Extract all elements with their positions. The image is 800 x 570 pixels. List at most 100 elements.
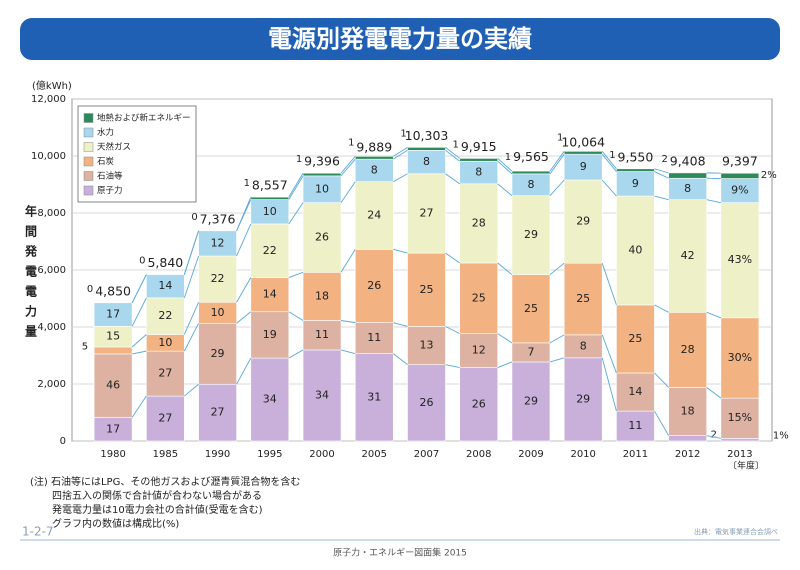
segment-label: 29 <box>576 215 590 228</box>
segment-label: 18 <box>315 289 329 302</box>
total-label: 9,408 <box>670 153 706 168</box>
segment-label: 2% <box>761 170 777 181</box>
legend-label: 水力 <box>97 127 114 138</box>
segment-label: 8 <box>527 178 534 191</box>
segment-label: 40 <box>628 243 642 256</box>
segment-label: 12 <box>472 344 486 357</box>
total-label: 9,565 <box>513 149 549 164</box>
bar-segment <box>408 147 446 150</box>
total-label: 9,915 <box>461 139 497 154</box>
segment-label: 29 <box>211 347 225 360</box>
total-label: 9,397 <box>722 154 758 169</box>
segment-label: 14 <box>628 385 642 398</box>
footer: 原子力・エネルギー図面集 2015 <box>333 547 467 559</box>
x-tick-label: 2008 <box>466 449 491 460</box>
legend-label: 石炭 <box>97 157 115 167</box>
segment-label: 5 <box>82 341 88 352</box>
segment-label: 0 <box>139 256 145 267</box>
segment-label: 26 <box>472 397 486 410</box>
segment-label: 15 <box>106 330 120 343</box>
segment-label: 26 <box>315 230 329 243</box>
y-tick-label: 2,000 <box>37 379 66 390</box>
x-tick-label: 2000 <box>309 449 334 460</box>
y-tick-label: 8,000 <box>37 208 66 219</box>
segment-label: 30% <box>728 351 752 364</box>
segment-label: 11 <box>628 419 642 432</box>
total-label: 4,850 <box>95 283 131 298</box>
segment-label: 29 <box>576 392 590 405</box>
segment-label: 13 <box>420 339 434 352</box>
segment-label: 1 <box>609 150 615 161</box>
segment-label: 10 <box>211 306 225 319</box>
segment-label: 43% <box>728 253 752 266</box>
segment-label: 22 <box>158 309 172 322</box>
segment-label: 26 <box>420 396 434 409</box>
total-label: 9,889 <box>356 140 392 155</box>
segment-label: 10 <box>263 205 277 218</box>
segment-label: 25 <box>420 283 434 296</box>
segment-label: 31 <box>367 390 381 403</box>
x-unit: 〔年度〕 <box>728 460 764 472</box>
y-tick-label: 10,000 <box>31 151 66 162</box>
legend-swatch <box>84 114 93 123</box>
bar-segment <box>355 156 393 159</box>
x-tick-label: 1980 <box>100 449 125 460</box>
legend-swatch <box>84 157 93 166</box>
y-tick-label: 0 <box>60 436 66 447</box>
bar-segment <box>251 197 289 199</box>
segment-label: 14 <box>263 288 277 301</box>
note: (注) 石油等にはLPG、その他ガスおよび瀝青質混合物を含む <box>30 475 300 488</box>
total-label: 9,550 <box>618 149 654 164</box>
bar-segment <box>669 436 707 441</box>
bar-segment <box>460 158 498 161</box>
segment-label: 11 <box>367 331 381 344</box>
bar-segment <box>721 438 759 441</box>
segment-label: 8 <box>475 166 482 179</box>
legend-swatch <box>84 128 93 137</box>
segment-label: 12 <box>211 236 225 249</box>
x-tick-label: 1990 <box>205 449 230 460</box>
segment-label: 25 <box>628 332 642 345</box>
segment-label: 1 <box>453 139 459 150</box>
segment-label: 1 <box>244 178 250 189</box>
segment-label: 27 <box>211 406 225 419</box>
segment-label: 1% <box>773 431 789 442</box>
segment-label: 34 <box>315 388 329 401</box>
source: 出典：電気事業連合会調べ <box>694 527 778 536</box>
y-tick-label: 12,000 <box>31 94 66 105</box>
segment-label: 22 <box>211 272 225 285</box>
segment-label: 25 <box>576 292 590 305</box>
bar-segment <box>564 151 602 154</box>
segment-label: 15% <box>728 411 752 424</box>
segment-label: 11 <box>315 328 329 341</box>
y-axis-label: 年間発電電力量 <box>24 204 38 345</box>
segment-label: 26 <box>367 279 381 292</box>
x-tick-label: 2012 <box>675 449 700 460</box>
segment-label: 8 <box>580 339 587 352</box>
segment-label: 8 <box>423 155 430 168</box>
segment-label: 1 <box>296 154 302 165</box>
segment-label: 2 <box>711 429 717 440</box>
x-tick-label: 2011 <box>623 449 648 460</box>
note: 四捨五入の関係で合計値が合わない場合がある <box>52 489 262 502</box>
legend-swatch <box>84 186 93 195</box>
bar-segment <box>512 171 550 174</box>
x-tick-label: 1985 <box>153 449 178 460</box>
segment-label: 46 <box>106 379 120 392</box>
segment-label: 27 <box>420 206 434 219</box>
chart-title: 電源別発電電力量の実績 <box>268 25 532 53</box>
y-tick-label: 6,000 <box>37 265 66 276</box>
note: グラフ内の数値は構成比(%) <box>52 517 179 530</box>
legend-label: 原子力 <box>97 185 123 196</box>
segment-label: 27 <box>158 367 172 380</box>
segment-label: 2 <box>661 154 667 165</box>
segment-label: 10 <box>315 182 329 195</box>
segment-label: 10 <box>158 336 172 349</box>
legend-label: 石油等 <box>97 171 123 182</box>
y-unit: (億kWh) <box>32 79 72 92</box>
total-label: 8,557 <box>252 178 288 193</box>
segment-label: 42 <box>681 249 695 262</box>
bar-segment <box>94 347 132 354</box>
bar-segment <box>303 173 341 176</box>
